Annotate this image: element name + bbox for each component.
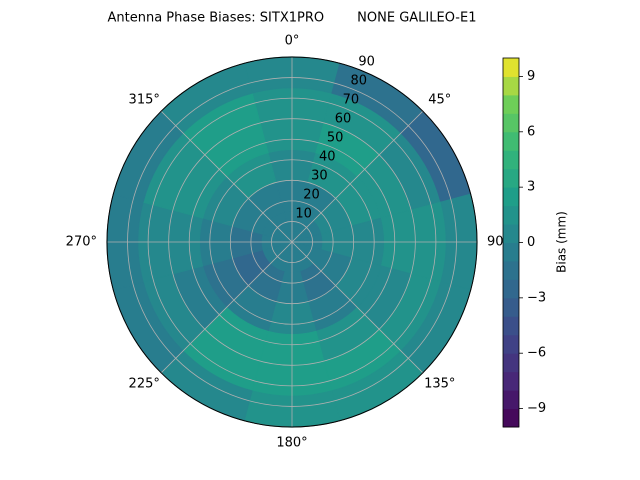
colorbar-tick-label: −9 bbox=[527, 401, 546, 416]
radial-tick-label: 80 bbox=[350, 73, 367, 88]
radial-tick-label: 20 bbox=[303, 187, 320, 202]
angular-tick-label: 45° bbox=[428, 92, 451, 107]
colorbar-tick-label: 3 bbox=[527, 180, 535, 195]
angular-tick-label: 180° bbox=[276, 436, 307, 451]
colorbar-label: Bias (mm) bbox=[555, 211, 569, 273]
angular-tick-label: 225° bbox=[129, 377, 160, 392]
colorbar-band bbox=[503, 76, 519, 96]
angular-tick-label: 135° bbox=[424, 377, 455, 392]
polar-frame bbox=[106, 56, 478, 428]
radial-tick-label: 70 bbox=[343, 92, 360, 107]
angular-tick-label: 0° bbox=[285, 34, 300, 49]
angular-tick-label: 90 bbox=[487, 235, 504, 250]
colorbar-band bbox=[503, 94, 519, 114]
radial-tick-label: 10 bbox=[295, 206, 312, 221]
chart-title: Antenna Phase Biases: SITX1PRO NONE GALI… bbox=[108, 11, 477, 26]
radial-tick-label: 90 bbox=[358, 54, 375, 69]
colorbar-band bbox=[503, 242, 519, 262]
colorbar-band bbox=[503, 353, 519, 373]
radial-tick-label: 40 bbox=[319, 149, 336, 164]
angular-tick-label: 270° bbox=[66, 235, 97, 250]
colorbar-band bbox=[503, 205, 519, 225]
colorbar-tick-label: 9 bbox=[527, 69, 535, 84]
colorbar-band bbox=[503, 297, 519, 317]
colorbar-band bbox=[503, 131, 519, 151]
angular-grid-line bbox=[291, 241, 424, 374]
colorbar-band bbox=[503, 279, 519, 299]
colorbar-tick-label: 0 bbox=[527, 235, 535, 250]
angular-grid-line bbox=[160, 241, 293, 374]
colorbar-band bbox=[503, 58, 519, 77]
angular-grid-line bbox=[291, 110, 424, 243]
colorbar-band bbox=[503, 371, 519, 391]
colorbar-band bbox=[503, 390, 519, 410]
radial-tick-label: 60 bbox=[335, 111, 352, 126]
colorbar-band bbox=[503, 168, 519, 188]
colorbar-band bbox=[503, 187, 519, 207]
colorbar-band bbox=[503, 334, 519, 354]
radial-tick-label: 30 bbox=[311, 168, 328, 183]
angular-tick-label: 315° bbox=[129, 92, 160, 107]
colorbar-band bbox=[503, 408, 519, 428]
colorbar-tick-label: −6 bbox=[527, 346, 546, 361]
colorbar-band bbox=[503, 113, 519, 133]
colorbar-band bbox=[503, 260, 519, 280]
colorbar-tick-label: 6 bbox=[527, 124, 535, 139]
colorbar-tick-label: −3 bbox=[527, 290, 546, 305]
radial-tick-label: 50 bbox=[327, 130, 344, 145]
colorbar-band bbox=[503, 316, 519, 336]
colorbar-band bbox=[503, 224, 519, 243]
colorbar-band bbox=[503, 150, 519, 170]
angular-grid-line bbox=[160, 110, 293, 243]
